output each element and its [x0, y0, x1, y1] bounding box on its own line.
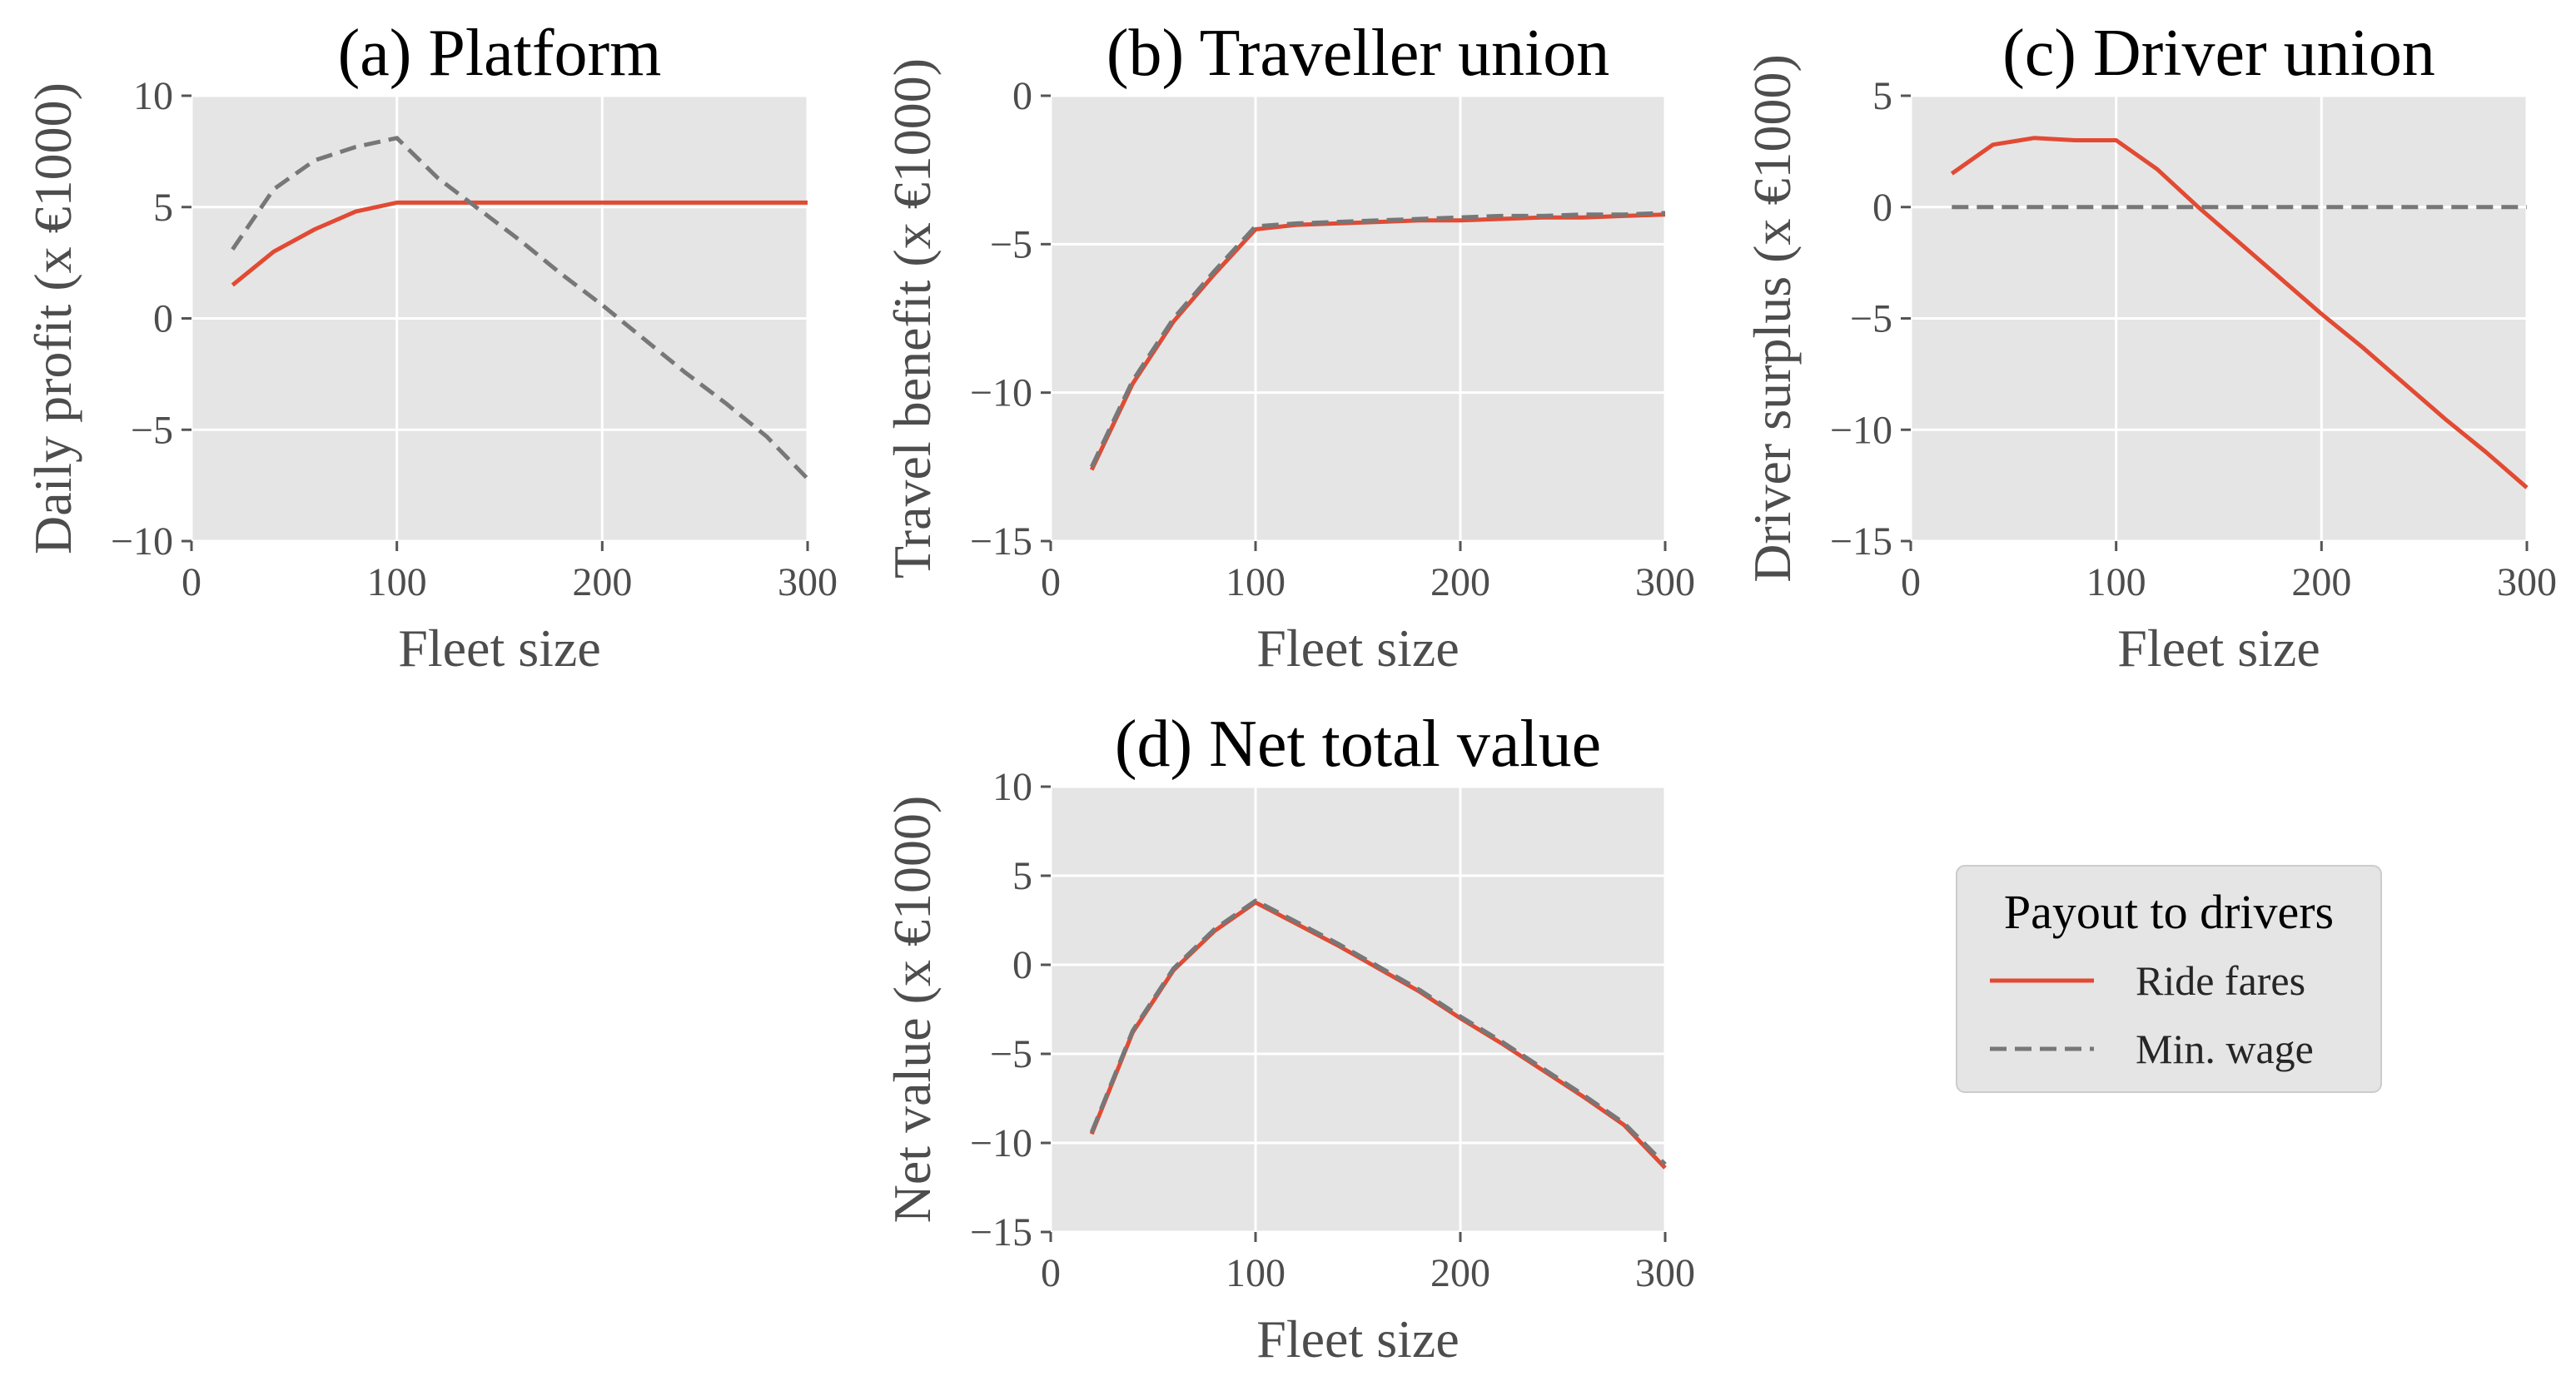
y-tick-label: 5 [1012, 854, 1032, 898]
x-tick-label: 100 [1226, 560, 1286, 604]
legend-label-ride-fares: Ride fares [2136, 957, 2305, 1004]
legend-label-min-wage: Min. wage [2136, 1026, 2314, 1072]
panel-a: 0 100 200 300 −10 −5 0 5 10 (a) Platform Fleet siz… [23, 17, 838, 678]
panel-title: (d) Net total value [1115, 708, 1601, 781]
x-tick-label: 300 [1635, 560, 1695, 604]
y-tick-label: 0 [1012, 943, 1032, 987]
series-line-min-wage [231, 136, 809, 480]
legend-title: Payout to drivers [2004, 885, 2334, 939]
panel-title: (c) Driver union [2002, 17, 2435, 90]
x-tick-label: 300 [1635, 1251, 1695, 1295]
y-tick-label: 0 [1872, 186, 1892, 230]
y-tick-label: 5 [1872, 74, 1892, 118]
x-tick-label: 200 [572, 560, 632, 604]
x-tick-label: 300 [2497, 560, 2557, 604]
x-axis-label: Fleet size [1256, 618, 1459, 678]
legend: Payout to drivers Ride fares Min. wage [1956, 865, 2382, 1093]
y-tick-label: −10 [1830, 408, 1892, 452]
y-tick-label: −10 [970, 371, 1032, 415]
x-tick-label: 0 [1041, 560, 1061, 604]
panel-c: 0 100 200 300 −15 −10 −5 0 5 (c) Driver union Flee… [1743, 17, 2557, 678]
y-tick-label: −5 [990, 222, 1032, 266]
y-axis-label: Net value (x €1000) [883, 796, 942, 1224]
series-line-ride-fares [1950, 136, 2529, 489]
x-tick-label: 200 [2291, 560, 2351, 604]
x-axis-label: Fleet size [2117, 618, 2320, 678]
panel-title: (a) Platform [338, 17, 662, 90]
x-tick-label: 100 [2086, 560, 2146, 604]
y-tick-label: −10 [970, 1121, 1032, 1165]
x-tick-label: 0 [1041, 1251, 1061, 1295]
x-tick-label: 0 [1901, 560, 1921, 604]
plot-area [1051, 96, 1665, 541]
series-line-min-wage [1089, 211, 1666, 468]
series-line-ride-fares [231, 200, 808, 287]
y-tick-label: 0 [1012, 74, 1032, 118]
x-tick-label: 200 [1430, 560, 1490, 604]
panel-title: (b) Traveller union [1106, 17, 1609, 90]
legend-frame [1956, 865, 2382, 1093]
x-tick-label: 300 [778, 560, 838, 604]
y-tick-label: −10 [111, 519, 173, 564]
y-axis-label: Travel benefit (x €1000) [883, 58, 942, 579]
panel-b: 0 100 200 300 −15 −10 −5 0 (b) Traveller union Fl… [883, 17, 1695, 678]
y-tick-label: −15 [1830, 519, 1892, 564]
y-tick-label: −5 [131, 408, 173, 452]
y-tick-label: −15 [970, 519, 1032, 564]
y-tick-label: −5 [1850, 297, 1892, 341]
y-axis-label: Daily profit (x €1000) [23, 82, 82, 554]
x-tick-label: 200 [1430, 1251, 1490, 1295]
plot-area [1051, 787, 1665, 1232]
y-tick-label: 0 [153, 297, 173, 341]
y-tick-label: 5 [153, 186, 173, 230]
x-axis-label: Fleet size [1256, 1309, 1459, 1369]
y-tick-label: 10 [992, 765, 1032, 809]
x-axis-label: Fleet size [398, 618, 600, 678]
y-axis-label: Driver surplus (x €1000) [1743, 54, 1802, 583]
x-tick-label: 100 [1226, 1251, 1286, 1295]
panel-d: 0 100 200 300 −15 −10 −5 0 5 10 (d) Net total valu… [883, 708, 1695, 1369]
y-tick-label: −5 [990, 1032, 1032, 1076]
y-tick-label: 10 [133, 74, 173, 118]
x-tick-label: 0 [182, 560, 201, 604]
series-line-min-wage [1089, 898, 1667, 1166]
y-tick-label: −15 [970, 1210, 1032, 1254]
x-tick-label: 100 [367, 560, 427, 604]
